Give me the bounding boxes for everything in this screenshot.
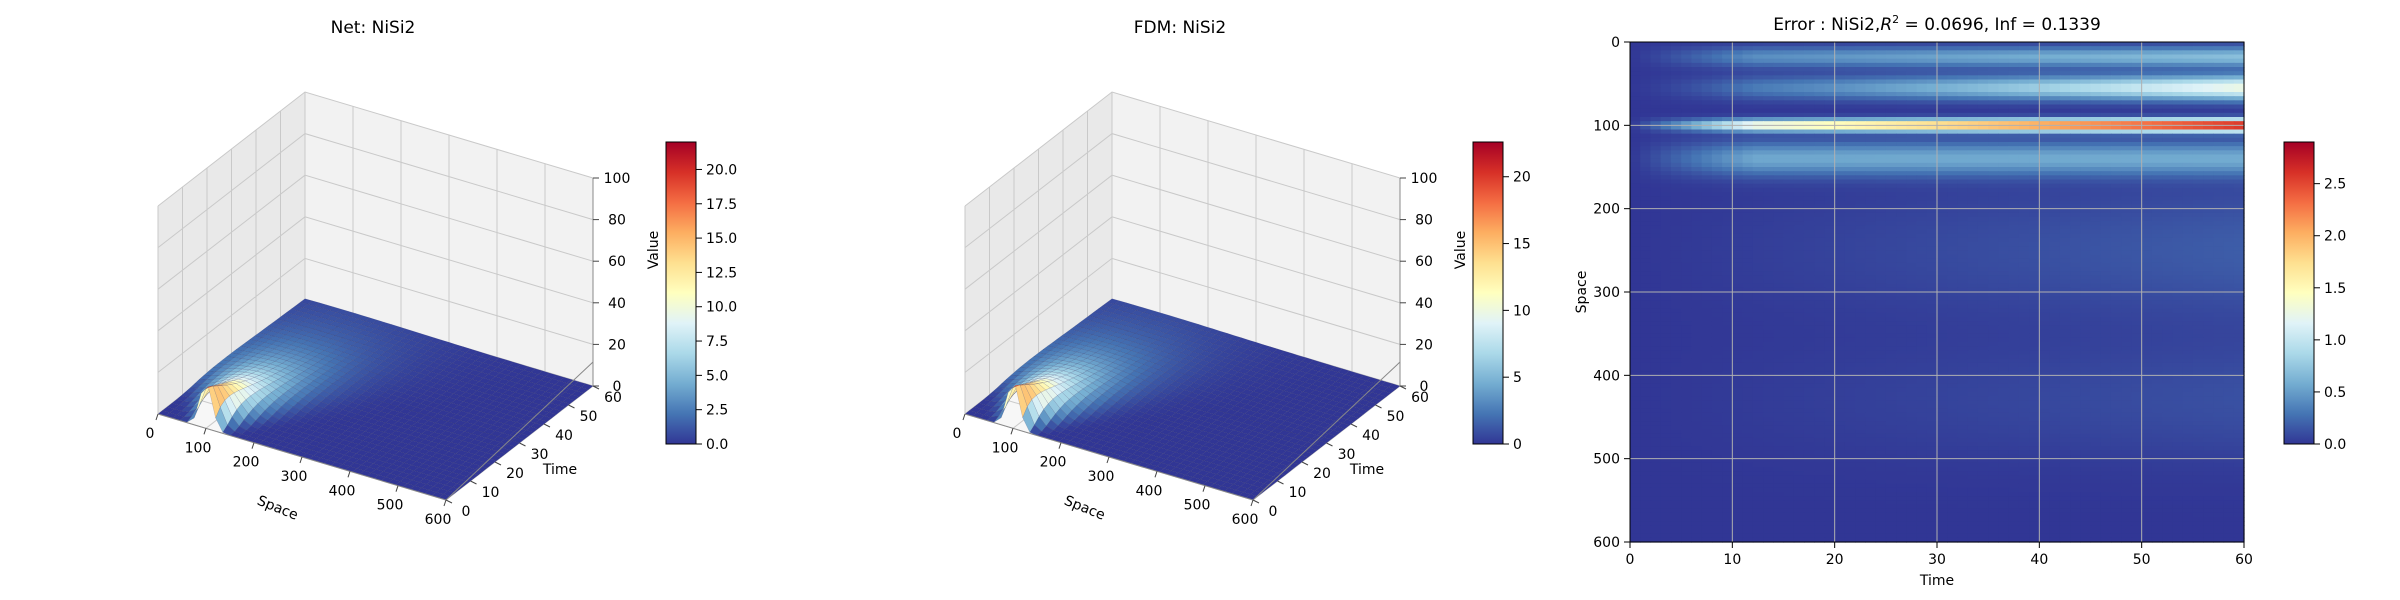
net-space-tick-label: 300 [281,469,308,485]
fdm-surface [964,298,1401,501]
error-time-axis-label: Time [1919,573,1954,589]
error-chart-title: Error : NiSi2,R2 = 0.0696, Inf = 0.1339 [1773,13,2101,35]
fdm-space-tick-label: 200 [1040,455,1067,471]
error-heatmap [1630,42,2245,543]
net-time-axis-label: Time [542,462,577,478]
fdm-space-tick-label: 600 [1232,512,1259,528]
error-colorbar-tick-label: 1.5 [2324,281,2346,297]
net-space-axis-label: Space [255,493,301,524]
fdm-time-tick-label: 10 [1289,485,1307,501]
error-time-tick-label: 60 [2235,552,2253,568]
fdm-value-tick-label: 40 [1415,296,1433,312]
fdm-colorbar [1472,141,1504,445]
net-colorbar-tick-label: 17.5 [706,197,737,213]
fdm-value-tick-label: 60 [1415,254,1433,270]
net-time-tick-label: 60 [604,390,622,406]
fdm-time-tick-label: 30 [1338,447,1356,463]
fdm-colorbar-tick-label: 5 [1513,370,1522,386]
net-value-tick-label: 80 [608,213,626,229]
net-colorbar-tick-label: 7.5 [706,334,728,350]
net-space-tick-label: 200 [233,455,260,471]
net-space-tick-label: 600 [425,512,452,528]
net-time-tick-label: 40 [555,428,573,444]
net-colorbar-tick-label: 20.0 [706,163,737,179]
fdm-space-tick-label: 400 [1136,483,1163,499]
fdm-value-tick-label: 80 [1415,213,1433,229]
net-value-tick-label: 0 [613,379,622,395]
net-colorbar-tick-label: 2.5 [706,403,728,419]
fdm-space-tick-label: 300 [1088,469,1115,485]
error-heatmap-panel: Error : NiSi2,R2 = 0.0696, Inf = 0.1339 … [1574,13,2346,589]
fdm-chart-title: FDM: NiSi2 [1134,18,1226,38]
error-time-tick-label: 40 [2030,552,2048,568]
net-time-tick-label: 20 [506,466,524,482]
error-colorbar [2283,141,2315,445]
net-value-tick-label: 60 [608,254,626,270]
error-space-tick-label: 100 [1593,118,1620,134]
error-space-tick-label: 500 [1593,452,1620,468]
net-colorbar-tick-label: 10.0 [706,300,737,316]
net-time-tick-label: 0 [462,504,471,520]
fdm-value-tick-label: 20 [1415,337,1433,353]
error-time-tick-label: 50 [2133,552,2151,568]
fdm-value-tick-label: 0 [1420,379,1429,395]
net-space-tick-label: 100 [185,440,212,456]
error-colorbar-tick-label: 0.0 [2324,437,2346,453]
fdm-space-tick-label: 0 [953,426,962,442]
net-time-tick-label: 10 [482,485,500,501]
fdm-value-tick-label: 100 [1411,171,1438,187]
net-value-axis-label: Value [646,231,662,269]
fdm-colorbar-tick-label: 15 [1513,237,1531,253]
error-colorbar-tick-label: 0.5 [2324,385,2346,401]
fdm-time-axis-label: Time [1349,462,1384,478]
net-chart-title: Net: NiSi2 [331,18,416,38]
net-value-tick-label: 20 [608,337,626,353]
error-space-tick-label: 200 [1593,202,1620,218]
fdm-time-tick-label: 50 [1387,409,1405,425]
error-time-tick-label: 20 [1826,552,1844,568]
net-space-tick-label: 400 [329,483,356,499]
net-space-tick-label: 0 [146,426,155,442]
error-colorbar-tick-label: 2.5 [2324,177,2346,193]
fdm-time-tick-label: 60 [1411,390,1429,406]
error-space-tick-label: 0 [1611,35,1620,51]
net-value-tick-label: 100 [604,171,631,187]
fdm-colorbar-tick-label: 10 [1513,303,1531,319]
fdm-time-tick-label: 40 [1362,428,1380,444]
fdm-time-tick-label: 20 [1313,466,1331,482]
fdm-time-tick-label: 0 [1269,504,1278,520]
error-time-tick-label: 30 [1928,552,1946,568]
fdm-space-tick-label: 100 [992,440,1019,456]
error-colorbar-tick-label: 2.0 [2324,229,2346,245]
net-space-tick-label: 500 [377,498,404,514]
fdm-space-axis-label: Space [1062,493,1108,524]
fdm-colorbar-tick-label: 0 [1513,437,1522,453]
error-space-axis-label: Space [1574,271,1590,314]
net-time-tick-label: 30 [531,447,549,463]
net-colorbar [665,141,697,445]
error-time-tick-label: 10 [1723,552,1741,568]
net-colorbar-tick-label: 5.0 [706,368,728,384]
net-colorbar-tick-label: 0.0 [706,437,728,453]
net-time-tick-label: 50 [580,409,598,425]
net-value-tick-label: 40 [608,296,626,312]
error-space-tick-label: 300 [1593,285,1620,301]
fdm-value-axis-label: Value [1453,231,1469,269]
error-space-tick-label: 400 [1593,368,1620,384]
fdm-colorbar-tick-label: 20 [1513,170,1531,186]
error-time-tick-label: 0 [1626,552,1635,568]
fdm-space-tick-label: 500 [1184,498,1211,514]
error-space-tick-label: 600 [1593,535,1620,551]
net-colorbar-tick-label: 12.5 [706,265,737,281]
error-colorbar-tick-label: 1.0 [2324,333,2346,349]
net-surface [157,298,594,501]
net-colorbar-tick-label: 15.0 [706,231,737,247]
